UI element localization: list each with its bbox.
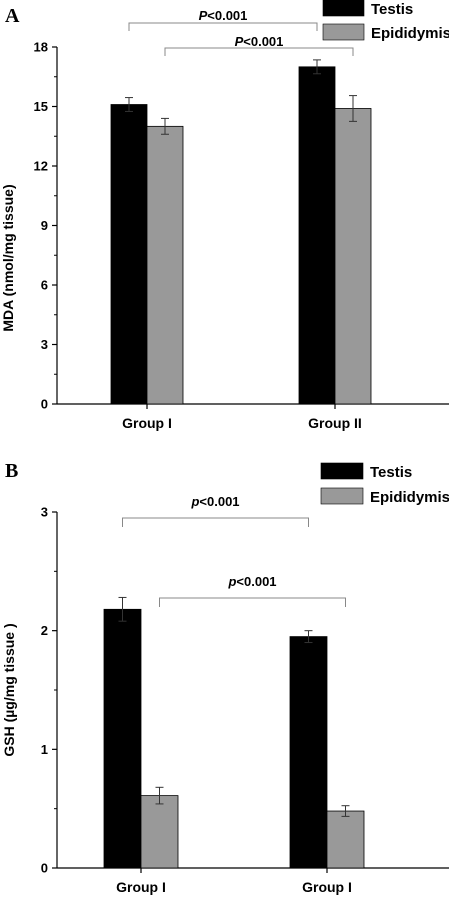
significance-p-symbol: P bbox=[199, 8, 208, 23]
significance-bracket bbox=[122, 517, 309, 527]
significance-p-value: <0.001 bbox=[199, 494, 239, 509]
y-tick-label: 1 bbox=[41, 742, 48, 757]
y-axis-title: MDA (nmol/mg tissue) bbox=[0, 184, 16, 331]
significance-label: P<0.001 bbox=[199, 8, 248, 23]
y-tick-label: 12 bbox=[34, 159, 48, 174]
bar-testis bbox=[289, 636, 328, 869]
legend-label: Epididymis bbox=[371, 25, 449, 42]
bar-testis bbox=[298, 66, 336, 405]
legend-swatch-epididymis bbox=[320, 487, 364, 505]
bar-testis bbox=[103, 608, 142, 869]
legend-label: Testis bbox=[371, 1, 413, 18]
x-category-label: Group I bbox=[302, 879, 352, 895]
significance-p-symbol: p bbox=[190, 494, 199, 509]
y-tick-label: 15 bbox=[34, 99, 48, 114]
significance-label: P<0.001 bbox=[235, 34, 284, 49]
y-tick-label: 3 bbox=[41, 337, 48, 352]
legend-label: Epididymis bbox=[370, 489, 449, 506]
y-tick-label: 3 bbox=[41, 505, 48, 520]
y-tick-label: 0 bbox=[41, 861, 48, 876]
significance-bracket bbox=[159, 597, 346, 607]
chart-panel-a: A MDA (nmol/mg tissue) 0 3 6 9 12 15 18 Group I Gr… bbox=[0, 0, 449, 431]
significance-p-value: <0.001 bbox=[207, 8, 247, 23]
significance-bracket bbox=[128, 22, 318, 31]
y-tick-label: 2 bbox=[41, 623, 48, 638]
bar-epididymis bbox=[326, 810, 365, 869]
significance-p-value: <0.001 bbox=[243, 34, 283, 49]
x-category-label: Group II bbox=[308, 415, 362, 431]
significance-bracket bbox=[164, 47, 354, 56]
panel-letter: A bbox=[5, 5, 20, 27]
bar-epididymis bbox=[334, 108, 372, 405]
legend-swatch-testis bbox=[322, 0, 365, 17]
significance-label: p<0.001 bbox=[227, 574, 276, 589]
legend-label: Testis bbox=[370, 464, 412, 481]
legend-swatch-testis bbox=[320, 462, 364, 480]
y-tick-label: 18 bbox=[34, 40, 48, 55]
legend-swatch-epididymis bbox=[322, 23, 365, 41]
bar-epididymis bbox=[146, 125, 184, 405]
y-tick-label: 6 bbox=[41, 278, 48, 293]
bar-epididymis bbox=[140, 795, 179, 869]
x-category-label: Group I bbox=[116, 879, 166, 895]
bar-testis bbox=[110, 104, 148, 405]
significance-label: p<0.001 bbox=[190, 494, 239, 509]
significance-p-value: <0.001 bbox=[236, 574, 276, 589]
significance-p-symbol: P bbox=[235, 34, 244, 49]
y-tick-label: 9 bbox=[41, 218, 48, 233]
x-category-label: Group I bbox=[122, 415, 172, 431]
significance-p-symbol: p bbox=[227, 574, 236, 589]
y-tick-label: 0 bbox=[41, 397, 48, 412]
panel-letter: B bbox=[5, 460, 18, 482]
y-axis-title: GSH (µg/mg tissue ) bbox=[1, 623, 17, 756]
